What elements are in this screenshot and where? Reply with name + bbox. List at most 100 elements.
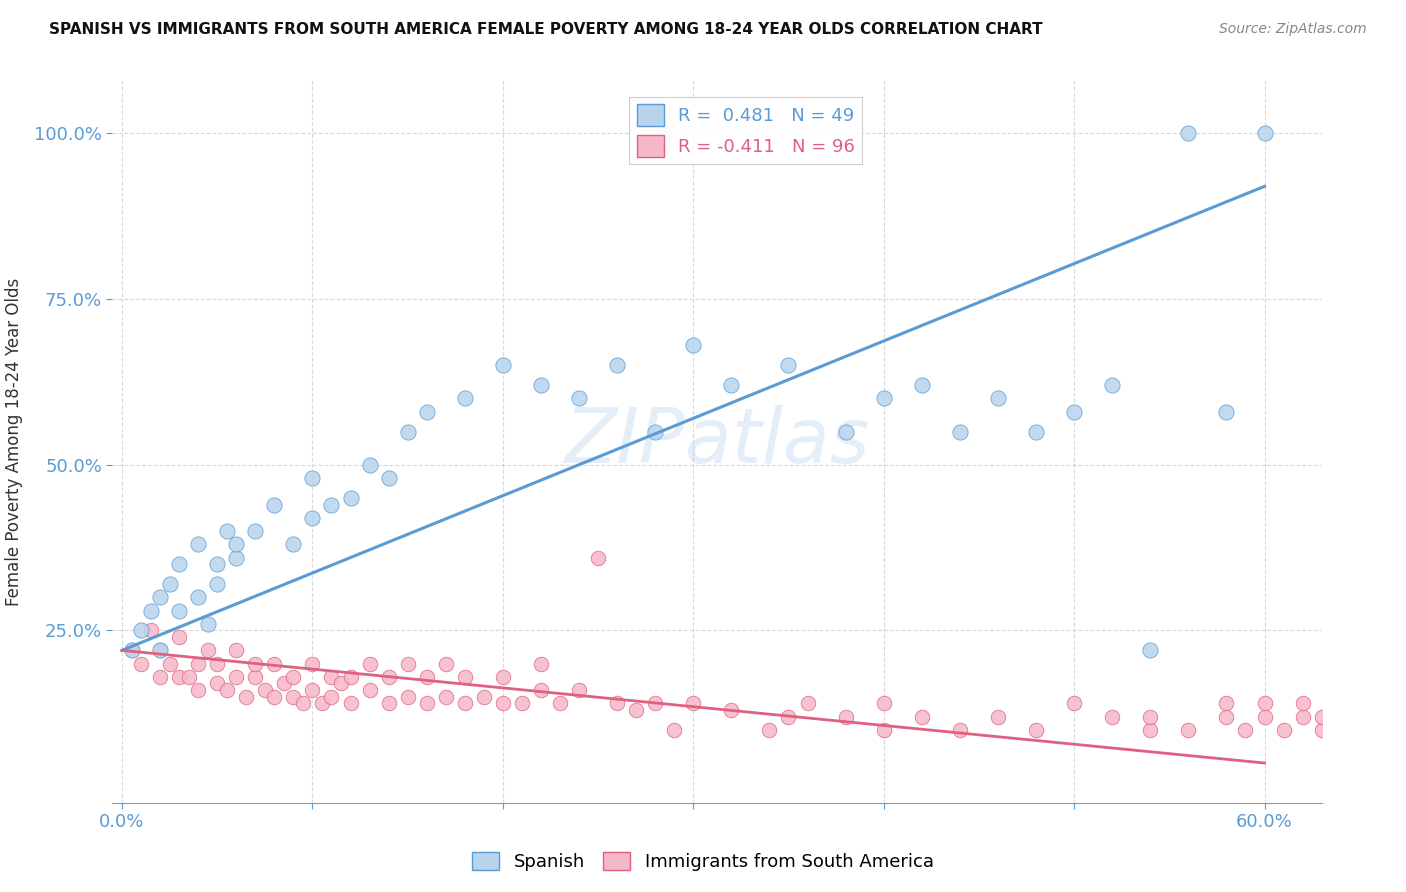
Point — [291, 697, 314, 711]
Point — [205, 557, 228, 571]
Point — [139, 624, 162, 638]
Point — [301, 510, 323, 524]
Point — [1025, 723, 1047, 737]
Point — [205, 676, 228, 690]
Point — [245, 657, 267, 671]
Point — [167, 557, 190, 571]
Point — [263, 690, 285, 704]
Point — [225, 550, 247, 565]
Point — [758, 723, 780, 737]
Point — [1234, 723, 1257, 737]
Point — [225, 670, 247, 684]
Point — [682, 338, 704, 352]
Point — [377, 471, 399, 485]
Point — [311, 697, 333, 711]
Point — [911, 709, 934, 723]
Point — [949, 425, 972, 439]
Point — [834, 709, 856, 723]
Point — [1177, 723, 1199, 737]
Point — [215, 683, 238, 698]
Point — [1291, 709, 1313, 723]
Point — [1215, 709, 1237, 723]
Text: SPANISH VS IMMIGRANTS FROM SOUTH AMERICA FEMALE POVERTY AMONG 18-24 YEAR OLDS CO: SPANISH VS IMMIGRANTS FROM SOUTH AMERICA… — [49, 22, 1043, 37]
Point — [654, 126, 676, 140]
Point — [377, 697, 399, 711]
Point — [301, 657, 323, 671]
Point — [149, 643, 172, 657]
Point — [434, 690, 457, 704]
Point — [1139, 709, 1161, 723]
Point — [415, 670, 437, 684]
Point — [1291, 697, 1313, 711]
Point — [245, 670, 267, 684]
Point — [415, 697, 437, 711]
Point — [1310, 723, 1333, 737]
Point — [606, 697, 628, 711]
Point — [121, 643, 143, 657]
Point — [253, 683, 276, 698]
Point — [606, 359, 628, 373]
Point — [548, 697, 571, 711]
Point — [339, 491, 361, 505]
Point — [454, 697, 477, 711]
Point — [530, 683, 553, 698]
Point — [492, 359, 515, 373]
Point — [1063, 697, 1085, 711]
Point — [245, 524, 267, 538]
Point — [359, 458, 381, 472]
Point — [205, 577, 228, 591]
Point — [396, 657, 419, 671]
Point — [1272, 723, 1295, 737]
Point — [873, 392, 896, 406]
Point — [1215, 405, 1237, 419]
Point — [377, 670, 399, 684]
Point — [454, 670, 477, 684]
Point — [1139, 723, 1161, 737]
Point — [283, 537, 305, 551]
Point — [321, 690, 343, 704]
Legend: Spanish, Immigrants from South America: Spanish, Immigrants from South America — [465, 845, 941, 879]
Y-axis label: Female Poverty Among 18-24 Year Olds: Female Poverty Among 18-24 Year Olds — [6, 277, 22, 606]
Point — [396, 690, 419, 704]
Point — [263, 498, 285, 512]
Text: ZIPatlas: ZIPatlas — [564, 405, 870, 478]
Point — [301, 471, 323, 485]
Point — [283, 690, 305, 704]
Point — [187, 537, 209, 551]
Point — [159, 657, 181, 671]
Point — [1253, 709, 1275, 723]
Point — [339, 697, 361, 711]
Point — [1330, 723, 1353, 737]
Point — [834, 425, 856, 439]
Point — [330, 676, 353, 690]
Point — [568, 683, 591, 698]
Point — [263, 657, 285, 671]
Point — [778, 359, 800, 373]
Point — [1139, 643, 1161, 657]
Point — [1101, 378, 1123, 392]
Point — [682, 697, 704, 711]
Legend: R =  0.481   N = 49, R = -0.411   N = 96: R = 0.481 N = 49, R = -0.411 N = 96 — [630, 96, 862, 164]
Point — [167, 603, 190, 617]
Point — [949, 723, 972, 737]
Point — [1253, 126, 1275, 140]
Point — [1177, 126, 1199, 140]
Point — [644, 425, 666, 439]
Point — [454, 392, 477, 406]
Point — [159, 577, 181, 591]
Point — [321, 670, 343, 684]
Point — [1025, 425, 1047, 439]
Point — [1386, 709, 1406, 723]
Point — [205, 657, 228, 671]
Text: Source: ZipAtlas.com: Source: ZipAtlas.com — [1219, 22, 1367, 37]
Point — [129, 657, 152, 671]
Point — [664, 723, 686, 737]
Point — [720, 703, 742, 717]
Point — [187, 591, 209, 605]
Point — [1253, 697, 1275, 711]
Point — [187, 657, 209, 671]
Point — [873, 697, 896, 711]
Point — [987, 392, 1010, 406]
Point — [530, 657, 553, 671]
Point — [283, 670, 305, 684]
